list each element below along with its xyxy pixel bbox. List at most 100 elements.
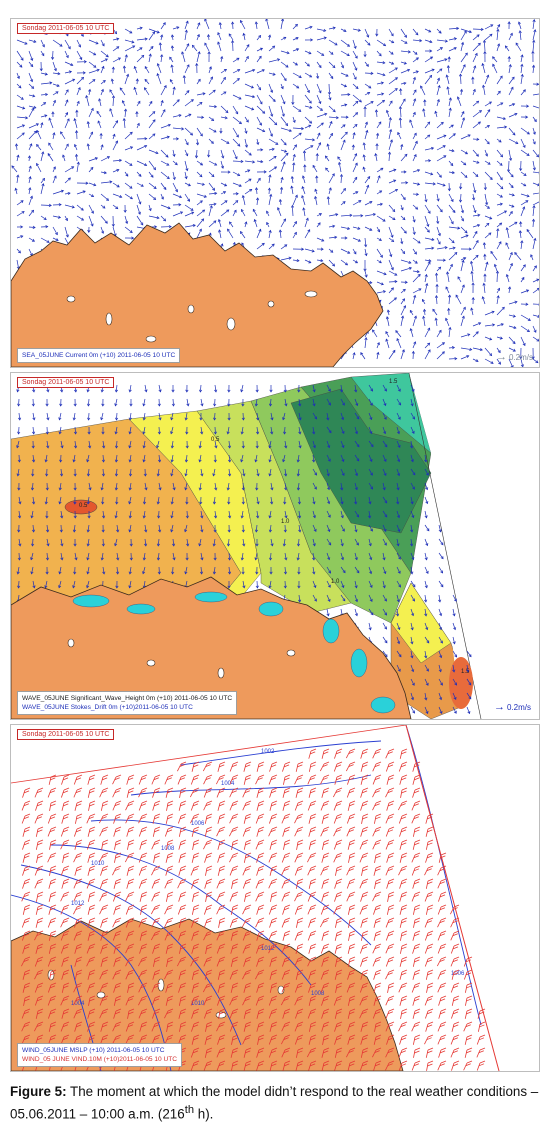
current-arrow (484, 24, 493, 30)
current-arrow (376, 190, 382, 195)
arrow-head (226, 543, 231, 547)
arrow-head (91, 194, 95, 197)
current-arrow (284, 426, 286, 435)
arrow-head (425, 682, 429, 686)
arrow-head (53, 175, 57, 179)
arrow-head (226, 431, 230, 435)
arrow-head (90, 166, 94, 170)
arrow-head (326, 143, 330, 147)
current-arrow (213, 468, 216, 476)
arrow-head (234, 156, 238, 160)
barb-flag (63, 800, 70, 804)
barb-flag (193, 829, 199, 833)
arrow-head (355, 403, 359, 407)
barb-flag (102, 852, 109, 856)
wind-barb (151, 776, 156, 785)
arrow-head (520, 73, 524, 77)
current-arrow (340, 139, 346, 151)
barb-flag (50, 852, 57, 856)
arrow-head (490, 250, 494, 254)
current-arrow (171, 468, 174, 476)
current-arrow (482, 85, 486, 96)
arrow-head (184, 417, 188, 421)
wind-barb (138, 815, 143, 824)
arrow-head (532, 19, 536, 23)
barb-flag (374, 751, 380, 755)
current-arrow (129, 566, 132, 574)
current-arrow (508, 149, 512, 161)
arrow-head (457, 226, 461, 230)
current-arrow (340, 482, 343, 490)
arrow-head (412, 219, 416, 223)
current-arrow (280, 19, 284, 30)
current-arrow (400, 237, 403, 244)
arrow-head (144, 543, 148, 547)
current-arrow (31, 482, 34, 490)
current-arrow (88, 193, 94, 197)
wind-barb (217, 854, 221, 863)
arrow-head (223, 68, 228, 72)
arrow-head (384, 640, 388, 644)
arrow-head (424, 585, 428, 589)
current-arrow (396, 594, 400, 602)
current-arrow (328, 105, 336, 112)
barb-flag (232, 761, 239, 765)
arrow-head (364, 336, 368, 341)
barb-flag (141, 774, 148, 778)
current-arrow (244, 56, 249, 63)
current-arrow (102, 440, 105, 448)
wind-barb (229, 763, 234, 772)
barb-flag (388, 777, 394, 781)
current-arrow (424, 524, 430, 532)
wind-barb (294, 815, 299, 824)
wind-barb (138, 854, 143, 863)
wind-barb (412, 828, 416, 837)
arrow-head (174, 162, 178, 166)
barb-flag (218, 790, 225, 794)
current-arrow (297, 454, 300, 462)
current-arrow (88, 89, 91, 96)
arrow-head (236, 57, 240, 61)
barb-flag (37, 829, 43, 833)
current-arrow (220, 91, 227, 96)
arrow-head (509, 32, 513, 36)
arrow-head (285, 152, 289, 156)
wind-barb (164, 776, 169, 785)
arrow-head (114, 445, 119, 449)
current-arrow (36, 144, 42, 151)
current-arrow (396, 384, 401, 392)
arrow-head (214, 162, 218, 166)
current-arrow (376, 270, 387, 275)
arrow-head (456, 96, 460, 100)
current-arrow (340, 538, 344, 546)
current-arrow (388, 204, 396, 212)
arrow-head (375, 33, 379, 37)
current-arrow (136, 27, 143, 30)
barb-flag (244, 829, 251, 833)
arrow-head (139, 26, 143, 30)
current-arrow (148, 119, 156, 129)
barb-flag (361, 751, 368, 755)
arrow-head (112, 133, 116, 137)
current-arrow (270, 426, 273, 434)
current-arrow (269, 398, 272, 407)
arrow-head (389, 100, 393, 104)
arrow-head (171, 403, 175, 407)
current-arrow (64, 215, 68, 221)
arrow-head (318, 213, 323, 216)
current-arrow (232, 200, 239, 206)
arrow-head (360, 214, 364, 218)
arrow-head (143, 473, 147, 477)
current-arrow (326, 412, 329, 420)
arrow-head (170, 417, 174, 421)
wind-barb (307, 802, 312, 811)
current-arrow (352, 39, 357, 49)
wind-barb (35, 802, 39, 811)
arrow-head (461, 110, 465, 115)
arrow-head (198, 459, 202, 463)
arrow-head (65, 33, 69, 37)
arrow-head (138, 173, 142, 177)
current-arrow (16, 105, 25, 109)
barb-flag (245, 852, 252, 856)
map-date-label: Sondag 2011-06-05 10 UTC (17, 23, 115, 34)
